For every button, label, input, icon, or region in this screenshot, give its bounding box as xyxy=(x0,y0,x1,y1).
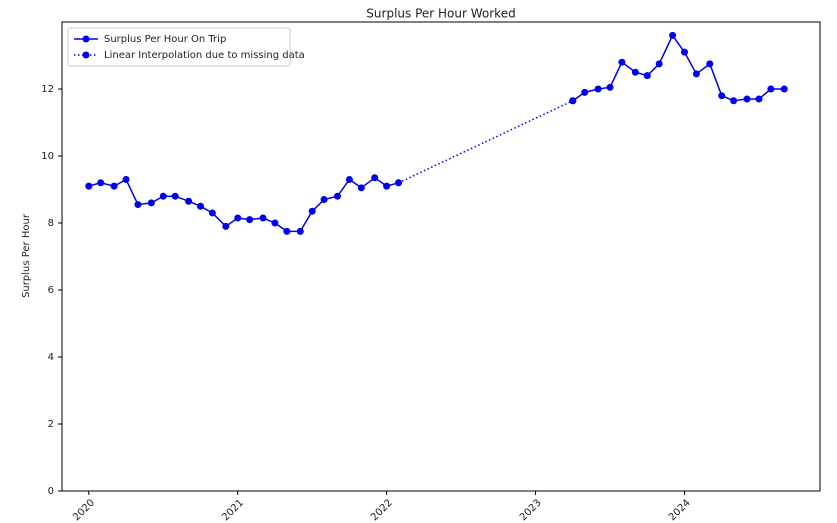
x-tick-label: 2022 xyxy=(369,497,395,523)
data-point xyxy=(631,68,639,76)
data-point xyxy=(767,85,775,93)
data-point xyxy=(730,97,738,105)
data-point xyxy=(271,219,279,227)
data-point xyxy=(743,95,751,103)
data-point xyxy=(296,227,304,235)
data-point xyxy=(85,182,93,190)
data-point xyxy=(308,207,316,215)
legend: Surplus Per Hour On Trip Linear Interpola… xyxy=(67,27,305,67)
legend-marker xyxy=(82,51,90,59)
data-point xyxy=(669,31,677,39)
data-point xyxy=(692,70,700,78)
data-point xyxy=(246,216,254,224)
data-point xyxy=(320,196,328,204)
data-point xyxy=(334,192,342,200)
data-point xyxy=(110,182,118,190)
data-point xyxy=(259,214,267,222)
data-point xyxy=(122,175,130,183)
data-point xyxy=(97,179,105,187)
data-point xyxy=(171,192,179,200)
data-point xyxy=(357,184,365,192)
x-tick-label: 2021 xyxy=(220,497,246,523)
data-point xyxy=(147,199,155,207)
data-point xyxy=(581,88,589,96)
data-point xyxy=(383,182,391,190)
data-point xyxy=(159,192,167,200)
data-point xyxy=(283,227,291,235)
y-tick-label: 10 xyxy=(41,151,54,162)
data-point xyxy=(234,214,242,222)
x-tick-label: 2023 xyxy=(518,497,544,523)
data-point xyxy=(706,60,714,68)
y-tick-label: 6 xyxy=(48,285,54,296)
x-tick-label: 2020 xyxy=(71,497,97,523)
legend-box xyxy=(67,27,291,67)
data-point xyxy=(371,174,379,182)
data-point xyxy=(594,85,602,93)
data-point xyxy=(755,95,763,103)
y-tick-label: 0 xyxy=(48,486,54,497)
data-point xyxy=(680,48,688,56)
series-line xyxy=(398,100,574,184)
legend-marker xyxy=(82,35,90,43)
y-tick-label: 4 xyxy=(48,352,54,363)
data-point xyxy=(718,92,726,100)
data-point xyxy=(345,175,353,183)
data-point xyxy=(655,60,663,68)
y-tick-label: 2 xyxy=(48,419,54,430)
data-point xyxy=(222,222,230,230)
data-point xyxy=(134,201,142,209)
data-point xyxy=(185,197,193,205)
legend-label: Surplus Per Hour On Trip xyxy=(104,34,226,45)
y-tick-label: 8 xyxy=(48,218,54,229)
x-tick-label: 2024 xyxy=(667,497,693,523)
data-point xyxy=(208,209,216,217)
data-point xyxy=(196,202,204,210)
data-point xyxy=(618,58,626,66)
data-point xyxy=(606,83,614,91)
chart-title: Surplus Per Hour Worked xyxy=(366,7,515,21)
data-point xyxy=(643,72,651,80)
data-point xyxy=(569,97,577,105)
y-axis-label: Surplus Per Hour xyxy=(21,213,32,298)
data-point xyxy=(395,179,403,187)
legend-label: Linear Interpolation due to missing data xyxy=(104,50,305,61)
y-tick-label: 12 xyxy=(41,84,54,95)
plot-frame xyxy=(61,21,821,492)
data-point xyxy=(780,85,788,93)
